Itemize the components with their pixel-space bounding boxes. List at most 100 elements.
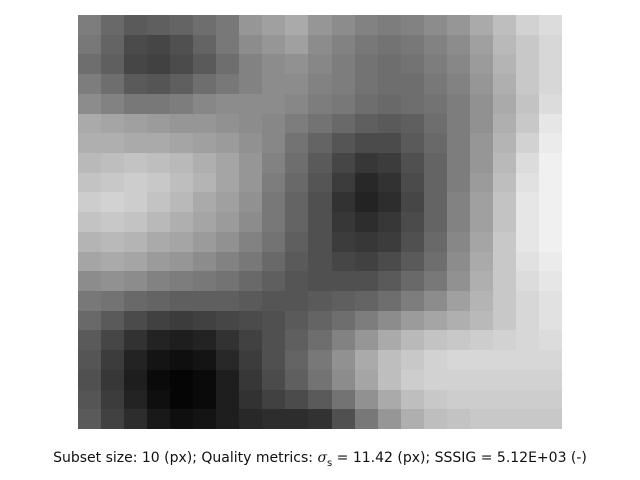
pixel-cell (216, 133, 240, 153)
pixel-cell (446, 172, 470, 193)
pixel-cell (147, 409, 171, 429)
pixel-cell (354, 133, 378, 153)
pixel-cell (101, 330, 125, 351)
pixel-cell (400, 113, 424, 134)
pixel-cell (469, 15, 493, 35)
pixel-cell (239, 34, 263, 55)
pixel-cell (193, 172, 217, 193)
pixel-cell (308, 152, 332, 173)
pixel-cell (538, 74, 562, 94)
pixel-cell (262, 34, 286, 55)
pixel-cell (377, 192, 401, 213)
pixel-cell (377, 409, 401, 429)
pixel-cell (147, 15, 171, 35)
pixel-cell (147, 251, 171, 272)
pixel-cell (423, 152, 447, 173)
pixel-cell (538, 290, 562, 311)
pixel-cell (492, 192, 516, 213)
pixel-cell (285, 212, 309, 232)
pixel-cell (78, 369, 102, 390)
pixel-cell (285, 113, 309, 134)
pixel-cell (354, 251, 378, 272)
pixel-cell (469, 231, 493, 252)
pixel-cell (262, 93, 286, 114)
pixel-cell (331, 409, 355, 429)
pixel-cell (377, 310, 401, 331)
pixel-cell (377, 350, 401, 370)
pixel-cell (446, 409, 470, 429)
pixel-cell (170, 93, 194, 114)
pixel-cell (492, 231, 516, 252)
pixel-cell (400, 34, 424, 55)
pixel-cell (308, 172, 332, 193)
pixel-cell (285, 409, 309, 429)
pixel-cell (147, 369, 171, 390)
pixel-cell (262, 192, 286, 213)
pixel-cell (285, 172, 309, 193)
pixel-cell (354, 34, 378, 55)
pixel-cell (538, 389, 562, 410)
pixel-cell (124, 350, 148, 370)
pixel-cell (308, 251, 332, 272)
pixel-cell (170, 389, 194, 410)
pixel-cell (285, 350, 309, 370)
pixel-cell (308, 409, 332, 429)
pixel-cell (193, 330, 217, 351)
pixel-cell (354, 350, 378, 370)
pixel-cell (193, 212, 217, 232)
pixel-cell (400, 93, 424, 114)
pixel-cell (147, 34, 171, 55)
pixel-cell (446, 350, 470, 370)
pixel-cell (423, 34, 447, 55)
pixel-cell (78, 330, 102, 351)
pixel-cell (538, 369, 562, 390)
pixel-cell (216, 93, 240, 114)
pixel-cell (285, 15, 309, 35)
pixel-cell (78, 152, 102, 173)
pixel-cell (285, 34, 309, 55)
pixel-cell (446, 369, 470, 390)
pixel-cell (331, 330, 355, 351)
pixel-cell (124, 34, 148, 55)
pixel-cell (239, 113, 263, 134)
speckle-subset-image (78, 15, 562, 429)
pixel-cell (331, 15, 355, 35)
pixel-cell (285, 152, 309, 173)
pixel-cell (492, 212, 516, 232)
pixel-cell (446, 212, 470, 232)
pixel-cell (147, 113, 171, 134)
pixel-cell (538, 93, 562, 114)
pixel-cell (193, 350, 217, 370)
pixel-cell (193, 93, 217, 114)
pixel-cell (124, 290, 148, 311)
pixel-cell (492, 251, 516, 272)
pixel-cell (354, 172, 378, 193)
pixel-cell (285, 369, 309, 390)
pixel-cell (262, 389, 286, 410)
pixel-cell (377, 93, 401, 114)
pixel-cell (193, 113, 217, 134)
pixel-cell (216, 310, 240, 331)
pixel-cell (216, 34, 240, 55)
pixel-cell (262, 133, 286, 153)
pixel-cell (354, 389, 378, 410)
pixel-cell (193, 231, 217, 252)
pixel-cell (354, 54, 378, 75)
pixel-cell (400, 54, 424, 75)
pixel-cell (400, 409, 424, 429)
pixel-cell (377, 15, 401, 35)
pixel-cell (308, 133, 332, 153)
pixel-cell (170, 54, 194, 75)
pixel-cell (469, 251, 493, 272)
pixel-cell (446, 54, 470, 75)
pixel-cell (354, 330, 378, 351)
pixel-cell (469, 409, 493, 429)
pixel-cell (193, 15, 217, 35)
pixel-cell (515, 251, 539, 272)
pixel-cell (515, 310, 539, 331)
pixel-cell (78, 93, 102, 114)
pixel-cell (101, 93, 125, 114)
pixel-cell (515, 212, 539, 232)
pixel-cell (124, 251, 148, 272)
pixel-cell (124, 74, 148, 94)
